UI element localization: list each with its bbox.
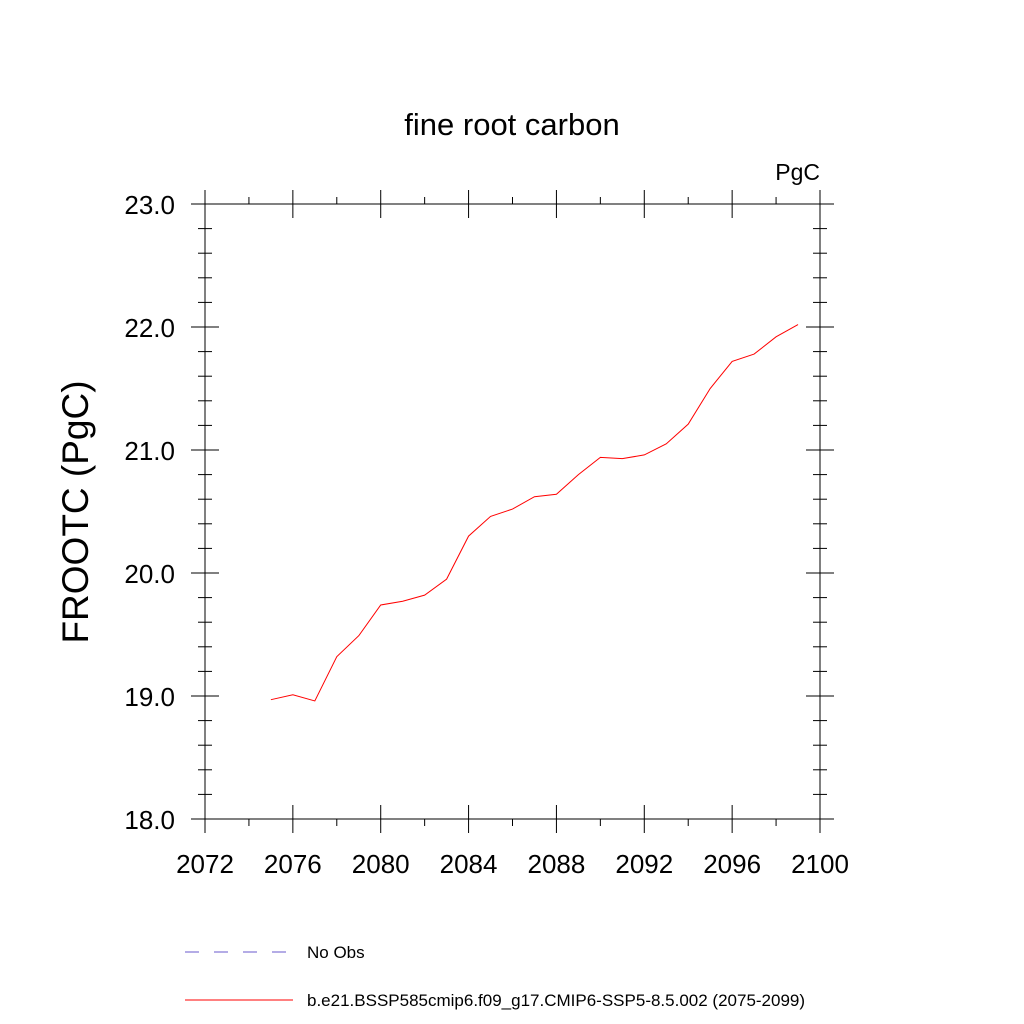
- x-tick-label: 2076: [264, 849, 322, 879]
- y-tick-label: 19.0: [124, 682, 175, 712]
- chart-title: fine root carbon: [404, 107, 619, 142]
- x-tick-label: 2096: [703, 849, 761, 879]
- y-tick-label: 22.0: [124, 313, 175, 343]
- x-tick-label: 2088: [528, 849, 586, 879]
- x-tick-label: 2092: [615, 849, 673, 879]
- units-label: PgC: [775, 159, 820, 185]
- legend-label-no-obs: No Obs: [307, 943, 365, 962]
- y-tick-label: 21.0: [124, 436, 175, 466]
- y-axis-ticks: [191, 203, 834, 820]
- y-axis-tick-labels: 18.0 19.0 20.0 21.0 22.0 23.0: [124, 190, 175, 835]
- plot-frame: [204, 203, 821, 820]
- x-tick-label: 2080: [352, 849, 410, 879]
- legend: No Obs b.e21.BSSP585cmip6.f09_g17.CMIP6-…: [185, 943, 805, 1010]
- x-tick-label: 2100: [791, 849, 849, 879]
- legend-label-series: b.e21.BSSP585cmip6.f09_g17.CMIP6-SSP5-8.…: [307, 991, 805, 1010]
- series-layer: [270, 324, 799, 702]
- x-tick-label: 2084: [440, 849, 498, 879]
- x-axis-tick-labels: 2072 2076 2080 2084 2088 2092 2096 2100: [176, 849, 849, 879]
- x-tick-label: 2072: [176, 849, 234, 879]
- x-axis-ticks: [204, 190, 821, 833]
- y-tick-label: 23.0: [124, 190, 175, 220]
- y-tick-label: 20.0: [124, 559, 175, 589]
- series-line-0: [270, 324, 799, 702]
- y-axis-label: FROOTC (PgC): [55, 380, 96, 643]
- y-tick-label: 18.0: [124, 805, 175, 835]
